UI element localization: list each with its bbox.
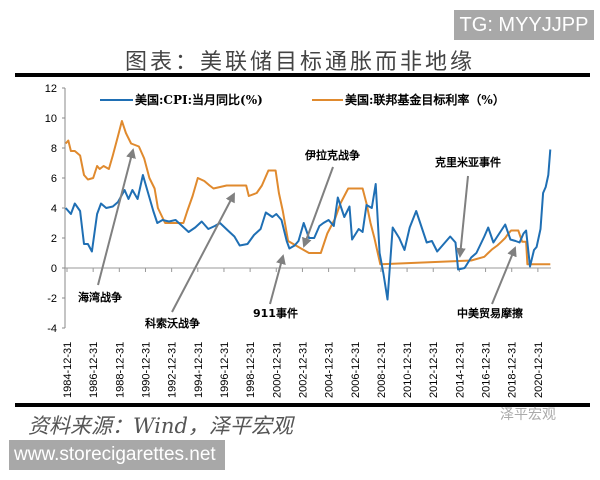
telegram-watermark: TG: MYYJJPP: [454, 10, 594, 40]
bottom-rule: [15, 403, 590, 407]
x-tick-label: 1998-12-31: [245, 342, 257, 398]
x-tick-label: 1994-12-31: [193, 342, 205, 398]
annotation-arrow: [455, 175, 469, 258]
x-tick-label: 1992-12-31: [167, 342, 179, 398]
x-tick-label: 1996-12-31: [219, 342, 231, 398]
y-tick-label: -2: [47, 293, 57, 305]
x-tick-label: 2002-12-31: [297, 342, 309, 398]
x-tick-label: 2014-12-31: [454, 342, 466, 398]
y-tick-label: 4: [51, 203, 57, 215]
x-tick-label: 2006-12-31: [350, 342, 362, 398]
x-tick-label: 2008-12-31: [376, 342, 388, 398]
annotation-label: 伊拉克战争: [304, 148, 360, 162]
x-tick-label: 2000-12-31: [271, 342, 283, 398]
y-tick-label: 12: [45, 83, 57, 95]
y-tick-label: 10: [45, 113, 57, 125]
y-tick-label: 6: [51, 173, 57, 185]
x-tick-label: 2016-12-31: [481, 342, 493, 398]
annotation-label: 克里米亚事件: [435, 155, 501, 169]
annotation-label: 科索沃战争: [145, 316, 200, 330]
annotation-arrow: [171, 192, 235, 313]
x-tick-label: 1988-12-31: [114, 342, 126, 398]
cpi-line: [64, 149, 552, 301]
y-tick-label: 2: [51, 233, 57, 245]
annotation-arrow: [491, 246, 517, 305]
y-tick-label: 0: [51, 263, 57, 275]
annotation-label: 中美贸易摩擦: [457, 306, 523, 320]
fed-funds-rate-line: [64, 120, 551, 266]
x-tick-label: 1990-12-31: [140, 342, 152, 398]
site-watermark: www.storecigarettes.net: [9, 440, 225, 470]
annotation-label: 911事件: [253, 306, 298, 320]
x-tick-label: 2010-12-31: [402, 342, 414, 398]
x-tick-label: 1986-12-31: [88, 342, 100, 398]
annotation-arrow: [302, 166, 334, 248]
x-tick-label: 2012-12-31: [428, 342, 440, 398]
brand-watermark: 泽平宏观: [500, 407, 556, 423]
chart-title: 图表：美联储目标通胀而非地缘: [124, 50, 475, 75]
annotation-label: 海湾战争: [78, 290, 122, 304]
y-tick-label: -4: [47, 323, 57, 335]
source-note: 资料来源：Wind，泽平宏观: [28, 414, 293, 438]
y-tick-label: 8: [51, 143, 57, 155]
x-tick-label: 2020-12-31: [533, 342, 545, 398]
top-rule: [15, 73, 590, 77]
annotation-arrow: [97, 148, 136, 286]
x-tick-label: 2004-12-31: [324, 342, 336, 398]
annotation-arrow: [269, 254, 286, 305]
legend-label: 美国:CPI:当月同比(%): [135, 92, 263, 107]
x-tick-label: 2018-12-31: [507, 342, 519, 398]
legend-label: 美国:联邦基金目标利率（%）: [345, 92, 505, 107]
x-tick-label: 1984-12-31: [62, 342, 74, 398]
